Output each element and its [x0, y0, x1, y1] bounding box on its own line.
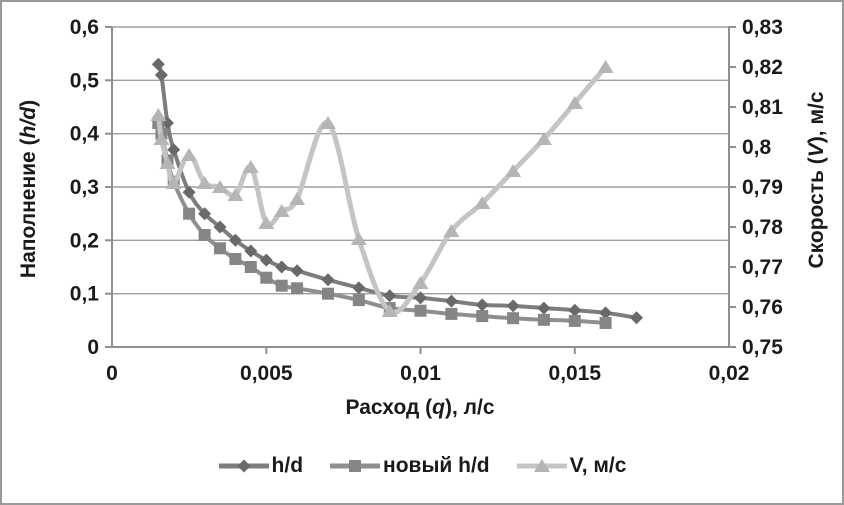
tick-label: 0,77	[742, 256, 783, 279]
tick-label: 0,82	[742, 56, 783, 79]
legend-item-v: V, м/с	[516, 454, 627, 478]
series-h-d	[151, 57, 643, 325]
tick-label: 0,5	[70, 69, 100, 92]
x-title-pre: Расход (	[345, 396, 433, 419]
tick-marks	[105, 26, 736, 354]
y-right-title-pre: Скорость (	[805, 157, 828, 269]
tick-labels: 0 0,1 0,2 0,3 0,4 0,5 0,6 0,75 0,76 0,77 0,78 0,79 0…	[70, 16, 783, 385]
x-title-post: ), л/с	[444, 396, 495, 419]
tick-label: 0,76	[742, 296, 783, 319]
y-right-title-var: V	[805, 143, 828, 158]
legend-label-v: V, м/с	[569, 454, 627, 477]
legend: h/d новый h/d V, м/с	[2, 454, 842, 478]
y-axis-title-left: Наполнение (h/d)	[17, 100, 41, 278]
legend-label-hd: h/d	[271, 454, 304, 477]
square-marker-icon	[329, 458, 381, 474]
tick-label: 0	[106, 362, 118, 385]
tick-label: 0,4	[70, 123, 100, 146]
legend-item-novy-hd: новый h/d	[329, 454, 490, 478]
tick-label: 0,75	[742, 336, 783, 359]
y-left-title-var: h/d	[17, 106, 40, 139]
x-title-var: q	[432, 396, 445, 419]
diamond-marker-icon	[218, 458, 270, 474]
y-right-title-post: ), м/с	[805, 91, 828, 144]
legend-item-hd: h/d	[218, 454, 304, 478]
tick-label: 0,02	[709, 362, 750, 385]
tick-label: 0,015	[549, 362, 602, 385]
tick-label: 0,005	[240, 362, 293, 385]
legend-label-novy-hd: новый h/d	[383, 454, 490, 477]
tick-label: 0,6	[70, 16, 99, 39]
y-axis-title-right: Скорость (V), м/с	[805, 91, 829, 268]
tick-label: 0,01	[400, 362, 441, 385]
tick-label: 0,2	[70, 229, 99, 252]
y-left-title-post: )	[17, 99, 40, 107]
series-v-	[150, 60, 614, 317]
triangle-marker-icon	[516, 458, 568, 474]
tick-label: 0,8	[742, 136, 772, 159]
x-axis-title: Расход (q), л/с	[345, 396, 494, 420]
y-left-title-pre: Наполнение (	[17, 138, 40, 279]
series-line	[156, 62, 639, 320]
tick-label: 0,79	[742, 176, 783, 199]
tick-label: 0,78	[742, 216, 783, 239]
series-markers	[151, 57, 643, 325]
tick-label: 0,1	[70, 283, 100, 306]
series-line	[156, 121, 608, 325]
tick-label: 0,3	[70, 176, 99, 199]
tick-label: 0	[87, 336, 99, 359]
series-markers	[150, 60, 614, 317]
tick-label: 0,81	[742, 96, 783, 119]
tick-label: 0,83	[742, 16, 783, 39]
